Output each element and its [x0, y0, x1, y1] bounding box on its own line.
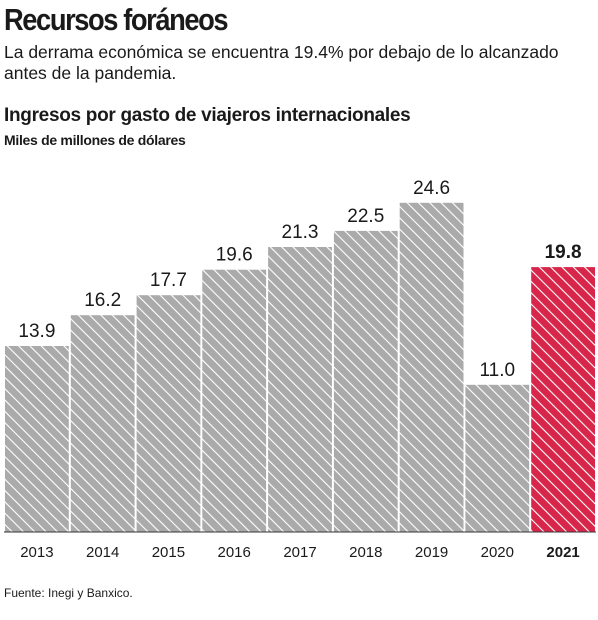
value-label-2018: 22.5: [347, 206, 384, 227]
value-label-2014: 16.2: [84, 290, 121, 311]
bar-2013: [5, 346, 69, 532]
bar-2014: [70, 315, 135, 532]
x-tick-2018: 2018: [349, 544, 382, 561]
bar-2018: [333, 230, 398, 532]
value-label-2020: 11.0: [480, 360, 516, 381]
value-label-2017: 21.3: [282, 222, 319, 243]
source-note: Fuente: Inegi y Banxico.: [4, 586, 133, 600]
value-label-2013: 13.9: [18, 321, 55, 342]
x-tick-2016: 2016: [218, 544, 251, 561]
chart-title: Ingresos por gasto de viajeros internaci…: [4, 105, 411, 126]
x-tick-2021: 2021: [546, 544, 579, 561]
bar-2020: [465, 384, 530, 532]
bar-2015: [136, 295, 201, 532]
value-label-2019: 24.6: [413, 178, 450, 199]
headline: Recursos foráneos: [4, 2, 229, 37]
x-tick-2014: 2014: [86, 544, 119, 561]
bar-2019: [399, 202, 464, 533]
value-label-2016: 19.6: [216, 245, 253, 266]
value-label-2021: 19.8: [545, 242, 582, 263]
dek-text: La derrama económica se encuentra 19.4% …: [4, 42, 559, 83]
x-tick-2017: 2017: [283, 544, 316, 561]
x-tick-2013: 2013: [20, 544, 53, 561]
bar-2016: [202, 269, 267, 532]
chart-subtitle: Miles de millones de dólares: [4, 132, 186, 148]
bar-2017: [268, 247, 332, 532]
x-tick-2020: 2020: [481, 544, 514, 561]
x-tick-2015: 2015: [152, 544, 185, 561]
value-label-2015: 17.7: [150, 270, 187, 291]
x-tick-2019: 2019: [415, 544, 448, 561]
bar-2021: [531, 267, 595, 532]
